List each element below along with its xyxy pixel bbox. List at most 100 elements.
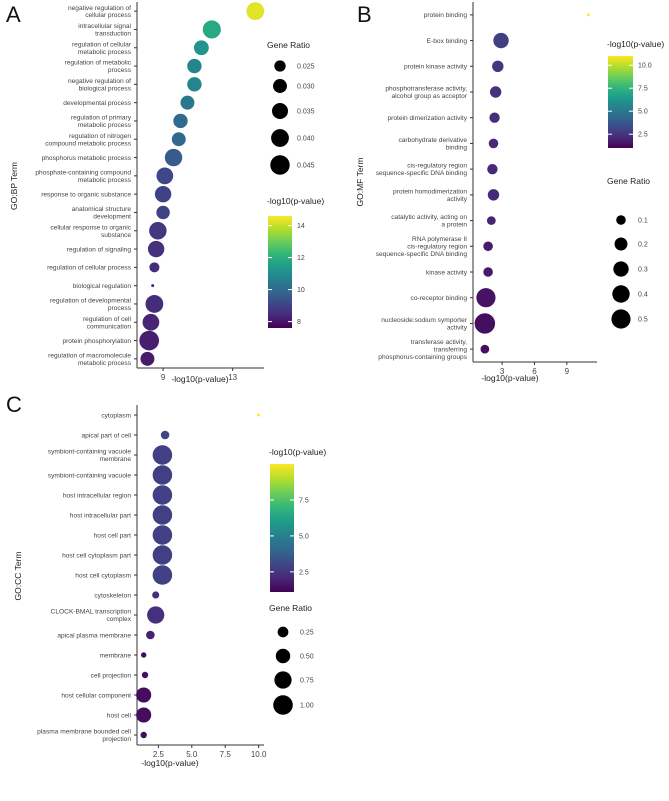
data-point	[486, 216, 496, 225]
term-label: sequence-specific DNA binding	[376, 170, 468, 177]
term-label: phosphate-containing compound	[35, 169, 131, 176]
data-point	[483, 267, 493, 277]
data-point	[492, 60, 504, 72]
x-axis-title: -log10(p-value)	[141, 758, 198, 768]
size-legend-label: 0.4	[638, 292, 648, 299]
term-label: metabolic process	[78, 122, 132, 129]
data-point	[489, 86, 502, 98]
term-label: alcohol group as acceptor	[391, 93, 467, 100]
x-tick-label: 6	[532, 367, 537, 376]
size-legend-label: 0.030	[297, 84, 315, 91]
term-label: protein dimerization activity	[387, 115, 467, 122]
data-point	[147, 240, 165, 258]
data-point	[474, 313, 496, 334]
term-label: cellular process	[85, 12, 132, 19]
term-label: negative regulation of	[68, 78, 131, 85]
size-legend-title: Gene Ratio	[267, 40, 310, 50]
term-label: regulation of cellular process	[47, 265, 132, 272]
color-legend-label: 2.5	[299, 569, 309, 576]
term-label: cytoskeleton	[94, 592, 131, 599]
color-bar	[608, 56, 633, 148]
size-legend-dot	[612, 285, 630, 303]
term-label: negative regulation of	[68, 5, 131, 12]
term-label: regulation of cell	[83, 316, 132, 323]
term-label: apical plasma membrane	[57, 632, 131, 639]
data-point	[149, 262, 160, 273]
term-label: cis-regulatory region	[407, 163, 467, 170]
data-point	[171, 132, 186, 147]
term-label: regulation of developmental	[50, 298, 132, 305]
color-legend-title: -log10(p-value)	[267, 196, 324, 206]
x-tick-label: 13	[228, 373, 237, 382]
size-legend-dot	[273, 79, 287, 93]
x-axis-title: -log10(p-value)	[481, 373, 538, 383]
term-label: regulation of cellular	[72, 41, 132, 48]
panel-letter: C	[6, 392, 22, 417]
color-legend-label: 5.0	[638, 109, 648, 116]
term-label: metabolic process	[78, 360, 132, 367]
size-legend-label: 0.25	[300, 630, 314, 637]
term-label: symbiont-containing vacuole	[48, 472, 132, 479]
color-legend-label: 14	[297, 223, 305, 230]
size-legend-dot	[274, 671, 292, 689]
data-point	[488, 138, 499, 149]
x-tick-label: 3	[500, 367, 505, 376]
term-label: host cell	[107, 712, 132, 719]
data-point	[156, 167, 174, 185]
x-axis-title: -log10(p-value)	[171, 374, 228, 384]
term-label: development	[93, 213, 131, 220]
size-legend-dot	[270, 155, 290, 175]
size-legend-dot	[275, 648, 291, 664]
term-label: transferring	[434, 346, 468, 353]
term-label: regulation of primary	[71, 115, 132, 122]
data-point	[142, 313, 160, 331]
term-label: anatomical structure	[72, 206, 132, 213]
color-legend-title: -log10(p-value)	[607, 39, 664, 49]
color-legend-label: 12	[297, 255, 305, 262]
term-label: host cellular component	[61, 692, 131, 699]
size-legend-dot	[614, 237, 628, 251]
term-label: host cell cytoplasm	[75, 572, 131, 579]
data-point	[152, 591, 160, 599]
size-legend-label: 0.5	[638, 317, 648, 324]
data-point	[152, 565, 173, 585]
term-label: metabolic process	[78, 177, 132, 184]
size-legend-label: 0.045	[297, 163, 315, 170]
term-label: regulation of signaling	[67, 246, 131, 253]
term-label: phosphorus metabolic process	[42, 155, 132, 162]
data-point	[146, 630, 155, 640]
term-label: cytoplasm	[101, 412, 131, 419]
term-label: compound metabolic process	[45, 140, 131, 147]
term-label: biological process	[79, 85, 132, 92]
data-point	[173, 113, 188, 129]
data-point	[156, 205, 170, 220]
y-axis-title: GO:BP Term	[9, 162, 19, 210]
term-label: protein phosphorylation	[62, 338, 131, 345]
term-label: nucleoside:sodium symporter	[381, 317, 468, 324]
data-point	[483, 241, 493, 252]
term-label: a protein	[441, 222, 467, 229]
term-label: cis-regulatory region	[407, 244, 467, 251]
data-point	[152, 505, 173, 525]
data-point	[487, 189, 500, 201]
term-label: host intracellular part	[70, 512, 131, 519]
term-label: process	[108, 67, 132, 74]
size-legend-dot	[277, 626, 289, 638]
data-point	[164, 148, 183, 167]
term-label: protein binding	[424, 12, 468, 19]
term-label: carbohydrate derivative	[398, 137, 467, 144]
size-legend-title: Gene Ratio	[269, 603, 312, 613]
term-label: developmental process	[63, 100, 132, 107]
panel-c: C 2.5 5.0 7.5 10.0 cytoplasm apical part of ce…	[6, 392, 326, 768]
color-legend-label: 7.5	[638, 86, 648, 93]
color-bar	[270, 464, 294, 592]
term-label: transduction	[95, 30, 131, 37]
panel-b: B 3 6 9 protein binding E-box binding protein …	[355, 2, 664, 383]
data-point	[480, 344, 490, 354]
term-label: co-receptor binding	[411, 295, 468, 302]
y-axis-title: GO:MF Term	[355, 158, 365, 207]
data-point	[152, 445, 173, 465]
data-point	[136, 687, 152, 703]
size-legend-label: 0.75	[300, 678, 314, 685]
